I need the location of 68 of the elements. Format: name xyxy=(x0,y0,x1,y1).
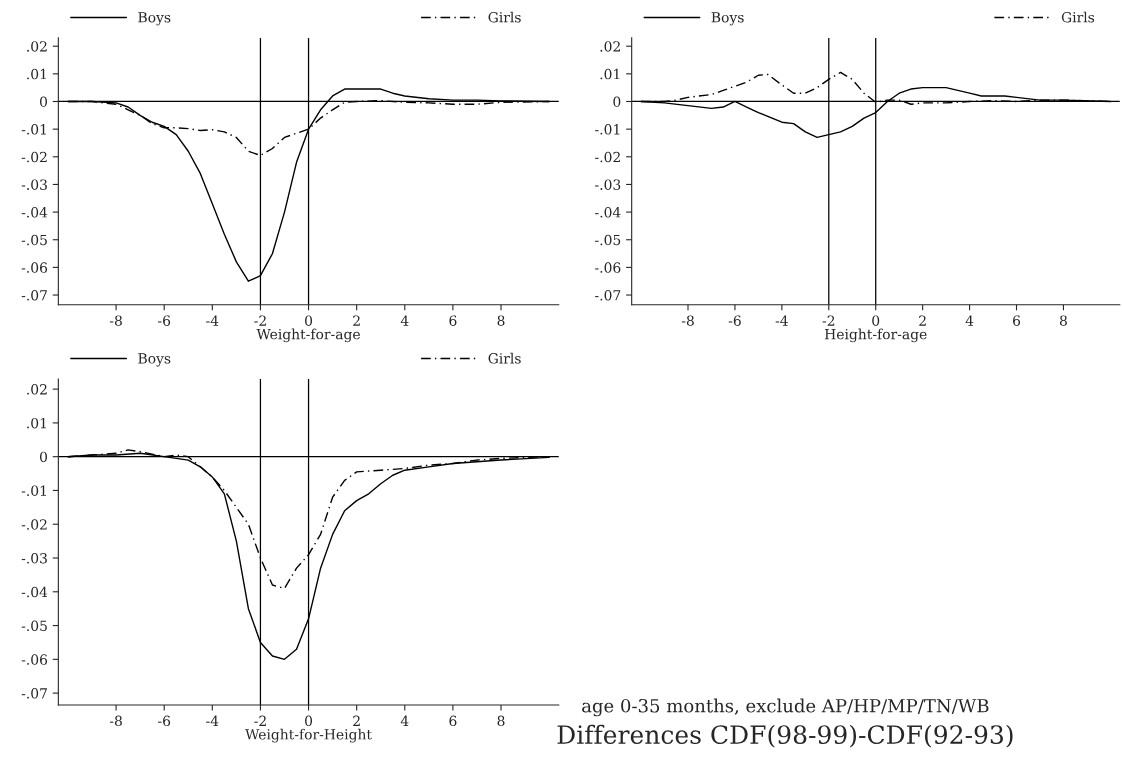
legend-label: Boys xyxy=(711,12,744,26)
y-tick-label: -.06 xyxy=(595,262,621,273)
y-tick-label: .02 xyxy=(27,384,47,395)
x-tick-label: 6 xyxy=(449,715,457,727)
x-axis-title: Height-for-age xyxy=(824,328,927,343)
y-tick-label: -.02 xyxy=(595,151,620,163)
y-tick-label: 0 xyxy=(613,96,621,107)
x-tick-label: 0 xyxy=(872,315,880,326)
x-tick-label: 8 xyxy=(497,715,505,727)
x-tick-label: 0 xyxy=(305,315,313,326)
y-tick-label: -.03 xyxy=(21,179,47,190)
y-tick-label: .02 xyxy=(27,41,47,52)
x-tick-label: -4 xyxy=(775,315,788,326)
y-tick-label: 0 xyxy=(40,96,48,107)
x-tick-label: -6 xyxy=(158,315,171,326)
y-tick-label: .01 xyxy=(600,68,620,80)
y-tick-label: -.02 xyxy=(21,519,47,530)
x-tick-label: -2 xyxy=(254,315,266,326)
y-tick-label: -.02 xyxy=(21,151,47,163)
x-tick-label: -4 xyxy=(206,715,219,726)
x-tick-label: 6 xyxy=(1013,315,1021,326)
y-tick-label: -.03 xyxy=(21,552,47,564)
legend-label: Girls xyxy=(488,11,521,23)
y-tick-label: -.03 xyxy=(595,179,621,190)
x-tick-label: -2 xyxy=(822,315,835,326)
x-tick-label: 6 xyxy=(449,315,457,326)
y-tick-label: -.06 xyxy=(21,654,48,665)
x-tick-label: 0 xyxy=(305,715,313,727)
y-tick-label: -.01 xyxy=(21,124,46,135)
x-tick-label: 4 xyxy=(965,315,974,326)
y-tick-label: -.07 xyxy=(21,688,47,699)
x-tick-label: 2 xyxy=(353,315,360,326)
y-tick-label: -.04 xyxy=(595,207,621,218)
y-tick-label: -.05 xyxy=(21,234,47,246)
text: Differences CDF(98-99)-CDF(92-93) xyxy=(557,724,1013,748)
x-tick-label: 2 xyxy=(353,715,360,726)
y-tick-label: -.04 xyxy=(21,207,48,218)
x-tick-label: -6 xyxy=(728,315,741,326)
y-tick-label: -.07 xyxy=(595,290,621,301)
y-tick-label: -.06 xyxy=(21,262,48,273)
text: age 0-35 months, exclude AP/HP/MP/TN/WB xyxy=(582,698,989,717)
legend-label: Girls xyxy=(488,352,521,364)
x-tick-label: 4 xyxy=(400,315,409,326)
legend-label: Girls xyxy=(1061,11,1095,23)
x-tick-label: 8 xyxy=(497,315,505,326)
x-tick-label: -8 xyxy=(109,715,122,727)
y-tick-label: -.05 xyxy=(595,234,621,246)
x-tick-label: -2 xyxy=(254,715,266,726)
y-tick-label: -.07 xyxy=(21,290,47,301)
y-tick-label: .02 xyxy=(600,41,620,52)
y-tick-label: -.01 xyxy=(595,124,620,135)
y-tick-label: -.01 xyxy=(21,485,46,496)
y-tick-label: -.05 xyxy=(21,620,47,632)
y-tick-label: .01 xyxy=(27,417,46,429)
legend-label: Boys xyxy=(138,12,171,26)
y-tick-label: 0 xyxy=(40,451,48,463)
x-axis-title: Weight-for-age xyxy=(256,328,360,343)
y-tick-label: -.04 xyxy=(21,586,48,598)
x-tick-label: 2 xyxy=(919,315,926,326)
y-tick-label: .01 xyxy=(27,68,46,80)
x-tick-label: -8 xyxy=(681,315,694,326)
x-tick-label: -6 xyxy=(158,715,171,727)
legend-label: Boys xyxy=(138,353,171,367)
x-tick-label: -8 xyxy=(109,315,122,326)
x-tick-label: 8 xyxy=(1059,315,1067,326)
x-axis-title: Weight-for-Height xyxy=(245,728,372,743)
x-tick-label: 4 xyxy=(400,715,409,726)
x-tick-label: -4 xyxy=(206,315,219,326)
